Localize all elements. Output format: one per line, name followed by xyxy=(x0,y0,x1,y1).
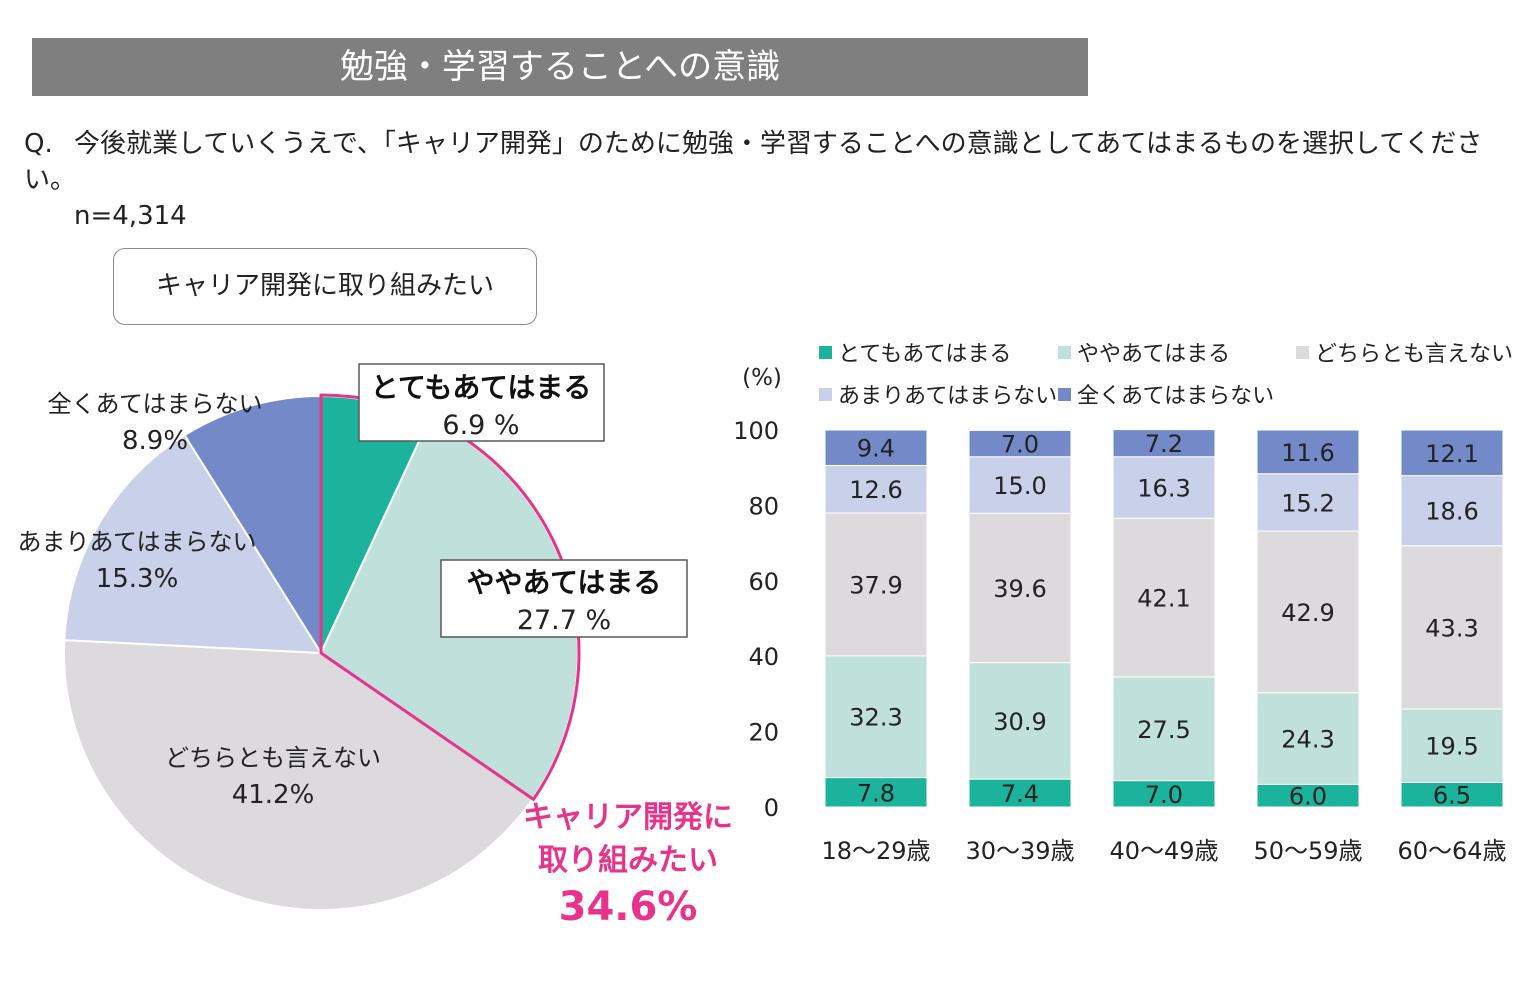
bar-1-seg-1 xyxy=(824,777,928,808)
pie-label-1: とてもあてはまる xyxy=(371,371,592,404)
bar-1-label-1: 7.8 xyxy=(857,779,895,807)
bar-5-seg-4 xyxy=(1400,475,1504,547)
question-block: Q. 今後就業していくうえで、「キャリア開発」のために勉強・学習することへの意識と… xyxy=(24,126,1514,234)
page-title: 勉強・学習することへの意識 xyxy=(32,38,1088,96)
x-category-4: 50～59歳 xyxy=(1253,837,1362,865)
bar-4-seg-4 xyxy=(1256,473,1360,532)
pie-label-3: どちらとも言えない xyxy=(165,744,381,772)
y-tick-0: 0 xyxy=(764,794,779,822)
y-tick-3: 60 xyxy=(748,568,779,596)
pie-label-box-1 xyxy=(358,363,605,442)
x-category-5: 60～64歳 xyxy=(1397,837,1506,865)
bar-2-seg-1 xyxy=(968,778,1072,808)
bar-3-label-5: 7.2 xyxy=(1145,430,1183,458)
bar-5-seg-3 xyxy=(1400,545,1504,710)
legend-label-4: あまりあてはまらない xyxy=(838,384,1057,409)
bar-1-label-3: 37.9 xyxy=(849,571,902,599)
y-unit-label: (%) xyxy=(742,365,782,391)
bar-3-label-2: 27.5 xyxy=(1137,716,1190,744)
bar-1-seg-5 xyxy=(824,429,928,466)
bar-2-label-2: 30.9 xyxy=(993,708,1046,736)
legend-swatch-2 xyxy=(1058,346,1071,359)
bar-4-label-3: 42.9 xyxy=(1281,599,1334,627)
bar-3-label-1: 7.0 xyxy=(1145,781,1183,809)
pie-slice-4 xyxy=(63,433,323,655)
bar-4-label-4: 15.2 xyxy=(1281,489,1334,517)
pie-value-3: 41.2% xyxy=(232,780,315,810)
bar-2-label-1: 7.4 xyxy=(1001,780,1039,808)
pie-chart: とてもあてはまる 6.9 % ややあてはまる 27.7 % どちらとも言えない 41.2%… xyxy=(17,363,688,911)
highlight-line-1: キャリア開発に xyxy=(523,800,733,835)
bar-4-label-5: 11.6 xyxy=(1281,439,1334,467)
bar-2-label-3: 39.6 xyxy=(993,575,1046,603)
pie-value-5: 8.9% xyxy=(122,426,188,456)
legend-swatch-3 xyxy=(1296,346,1309,359)
bar-5-label-2: 19.5 xyxy=(1425,733,1478,761)
bar-3-seg-2 xyxy=(1112,676,1216,782)
bar-4-label-1: 6.0 xyxy=(1289,783,1327,811)
x-category-2: 30～39歳 xyxy=(965,837,1074,865)
pie-label-5: 全くあてはまらない xyxy=(47,390,262,418)
bar-5-label-4: 18.6 xyxy=(1425,498,1478,526)
bar-5-label-1: 6.5 xyxy=(1433,782,1471,810)
bar-1-label-5: 9.4 xyxy=(857,435,895,463)
bar-3-label-4: 16.3 xyxy=(1137,474,1190,502)
bar-3-seg-5 xyxy=(1112,429,1216,458)
highlight-callout: キャリア開発に取り組みたい 34.6% xyxy=(523,800,733,930)
question-text: 今後就業していくうえで、「キャリア開発」のために勉強・学習することへの意識として… xyxy=(24,129,1483,195)
category-pill: キャリア開発に取り組みたい xyxy=(113,248,537,325)
bar-3-label-3: 42.1 xyxy=(1137,585,1190,613)
bar-4-seg-5 xyxy=(1256,429,1360,475)
sample-size: n=4,314 xyxy=(74,201,187,231)
x-category-1: 18～29歳 xyxy=(821,837,930,865)
pie-value-1: 6.9 % xyxy=(442,410,519,441)
bar-4-seg-3 xyxy=(1256,530,1360,694)
bar-2-label-4: 15.0 xyxy=(993,472,1046,500)
pie-label-2: ややあてはまる xyxy=(467,566,662,599)
bar-4-label-2: 24.3 xyxy=(1281,726,1334,754)
bar-1-seg-2 xyxy=(824,655,928,779)
bar-5-label-3: 43.3 xyxy=(1425,614,1478,642)
highlight-line-2: 取り組みたい xyxy=(538,843,718,878)
bar-2-seg-4 xyxy=(968,456,1072,514)
bar-2-seg-3 xyxy=(968,512,1072,664)
y-tick-5: 100 xyxy=(733,417,779,445)
pie-slice-5 xyxy=(183,394,322,657)
question-prefix: Q. xyxy=(24,129,53,159)
pie-slice-3 xyxy=(63,639,535,911)
bar-5-seg-1 xyxy=(1400,781,1504,808)
pie-label-box-2 xyxy=(440,559,688,638)
x-category-3: 40～49歳 xyxy=(1109,837,1218,865)
legend-swatch-5 xyxy=(1058,388,1071,401)
bar-2-seg-5 xyxy=(968,429,1072,458)
bar-5-seg-2 xyxy=(1400,708,1504,783)
y-tick-2: 40 xyxy=(748,643,779,671)
pie-label-4: あまりあてはまらない xyxy=(17,528,256,556)
legend-label-3: どちらとも言えない xyxy=(1315,342,1513,367)
bar-1-seg-4 xyxy=(824,464,928,514)
pie-value-2: 27.7 % xyxy=(517,605,611,636)
bar-4-seg-2 xyxy=(1256,692,1360,785)
bar-2-seg-2 xyxy=(968,662,1072,780)
bar-1-label-2: 32.3 xyxy=(849,704,902,732)
bar-2-label-5: 7.0 xyxy=(1001,431,1039,459)
legend-swatch-4 xyxy=(819,388,832,401)
pie-value-4: 15.3% xyxy=(96,564,179,594)
bar-3-seg-3 xyxy=(1112,517,1216,678)
legend-swatch-1 xyxy=(819,346,832,359)
legend-label-1: とてもあてはまる xyxy=(838,342,1011,367)
y-tick-1: 20 xyxy=(748,719,779,747)
y-tick-4: 80 xyxy=(748,492,779,520)
bar-1-label-4: 12.6 xyxy=(849,476,902,504)
bar-5-label-5: 12.1 xyxy=(1425,440,1478,468)
bar-5-seg-5 xyxy=(1400,429,1504,477)
legend-label-5: 全くあてはまらない xyxy=(1077,384,1274,409)
bar-1-seg-3 xyxy=(824,512,928,657)
bar-3-seg-1 xyxy=(1112,780,1216,808)
legend-label-2: ややあてはまる xyxy=(1077,342,1230,367)
highlight-value: 34.6% xyxy=(559,884,698,930)
